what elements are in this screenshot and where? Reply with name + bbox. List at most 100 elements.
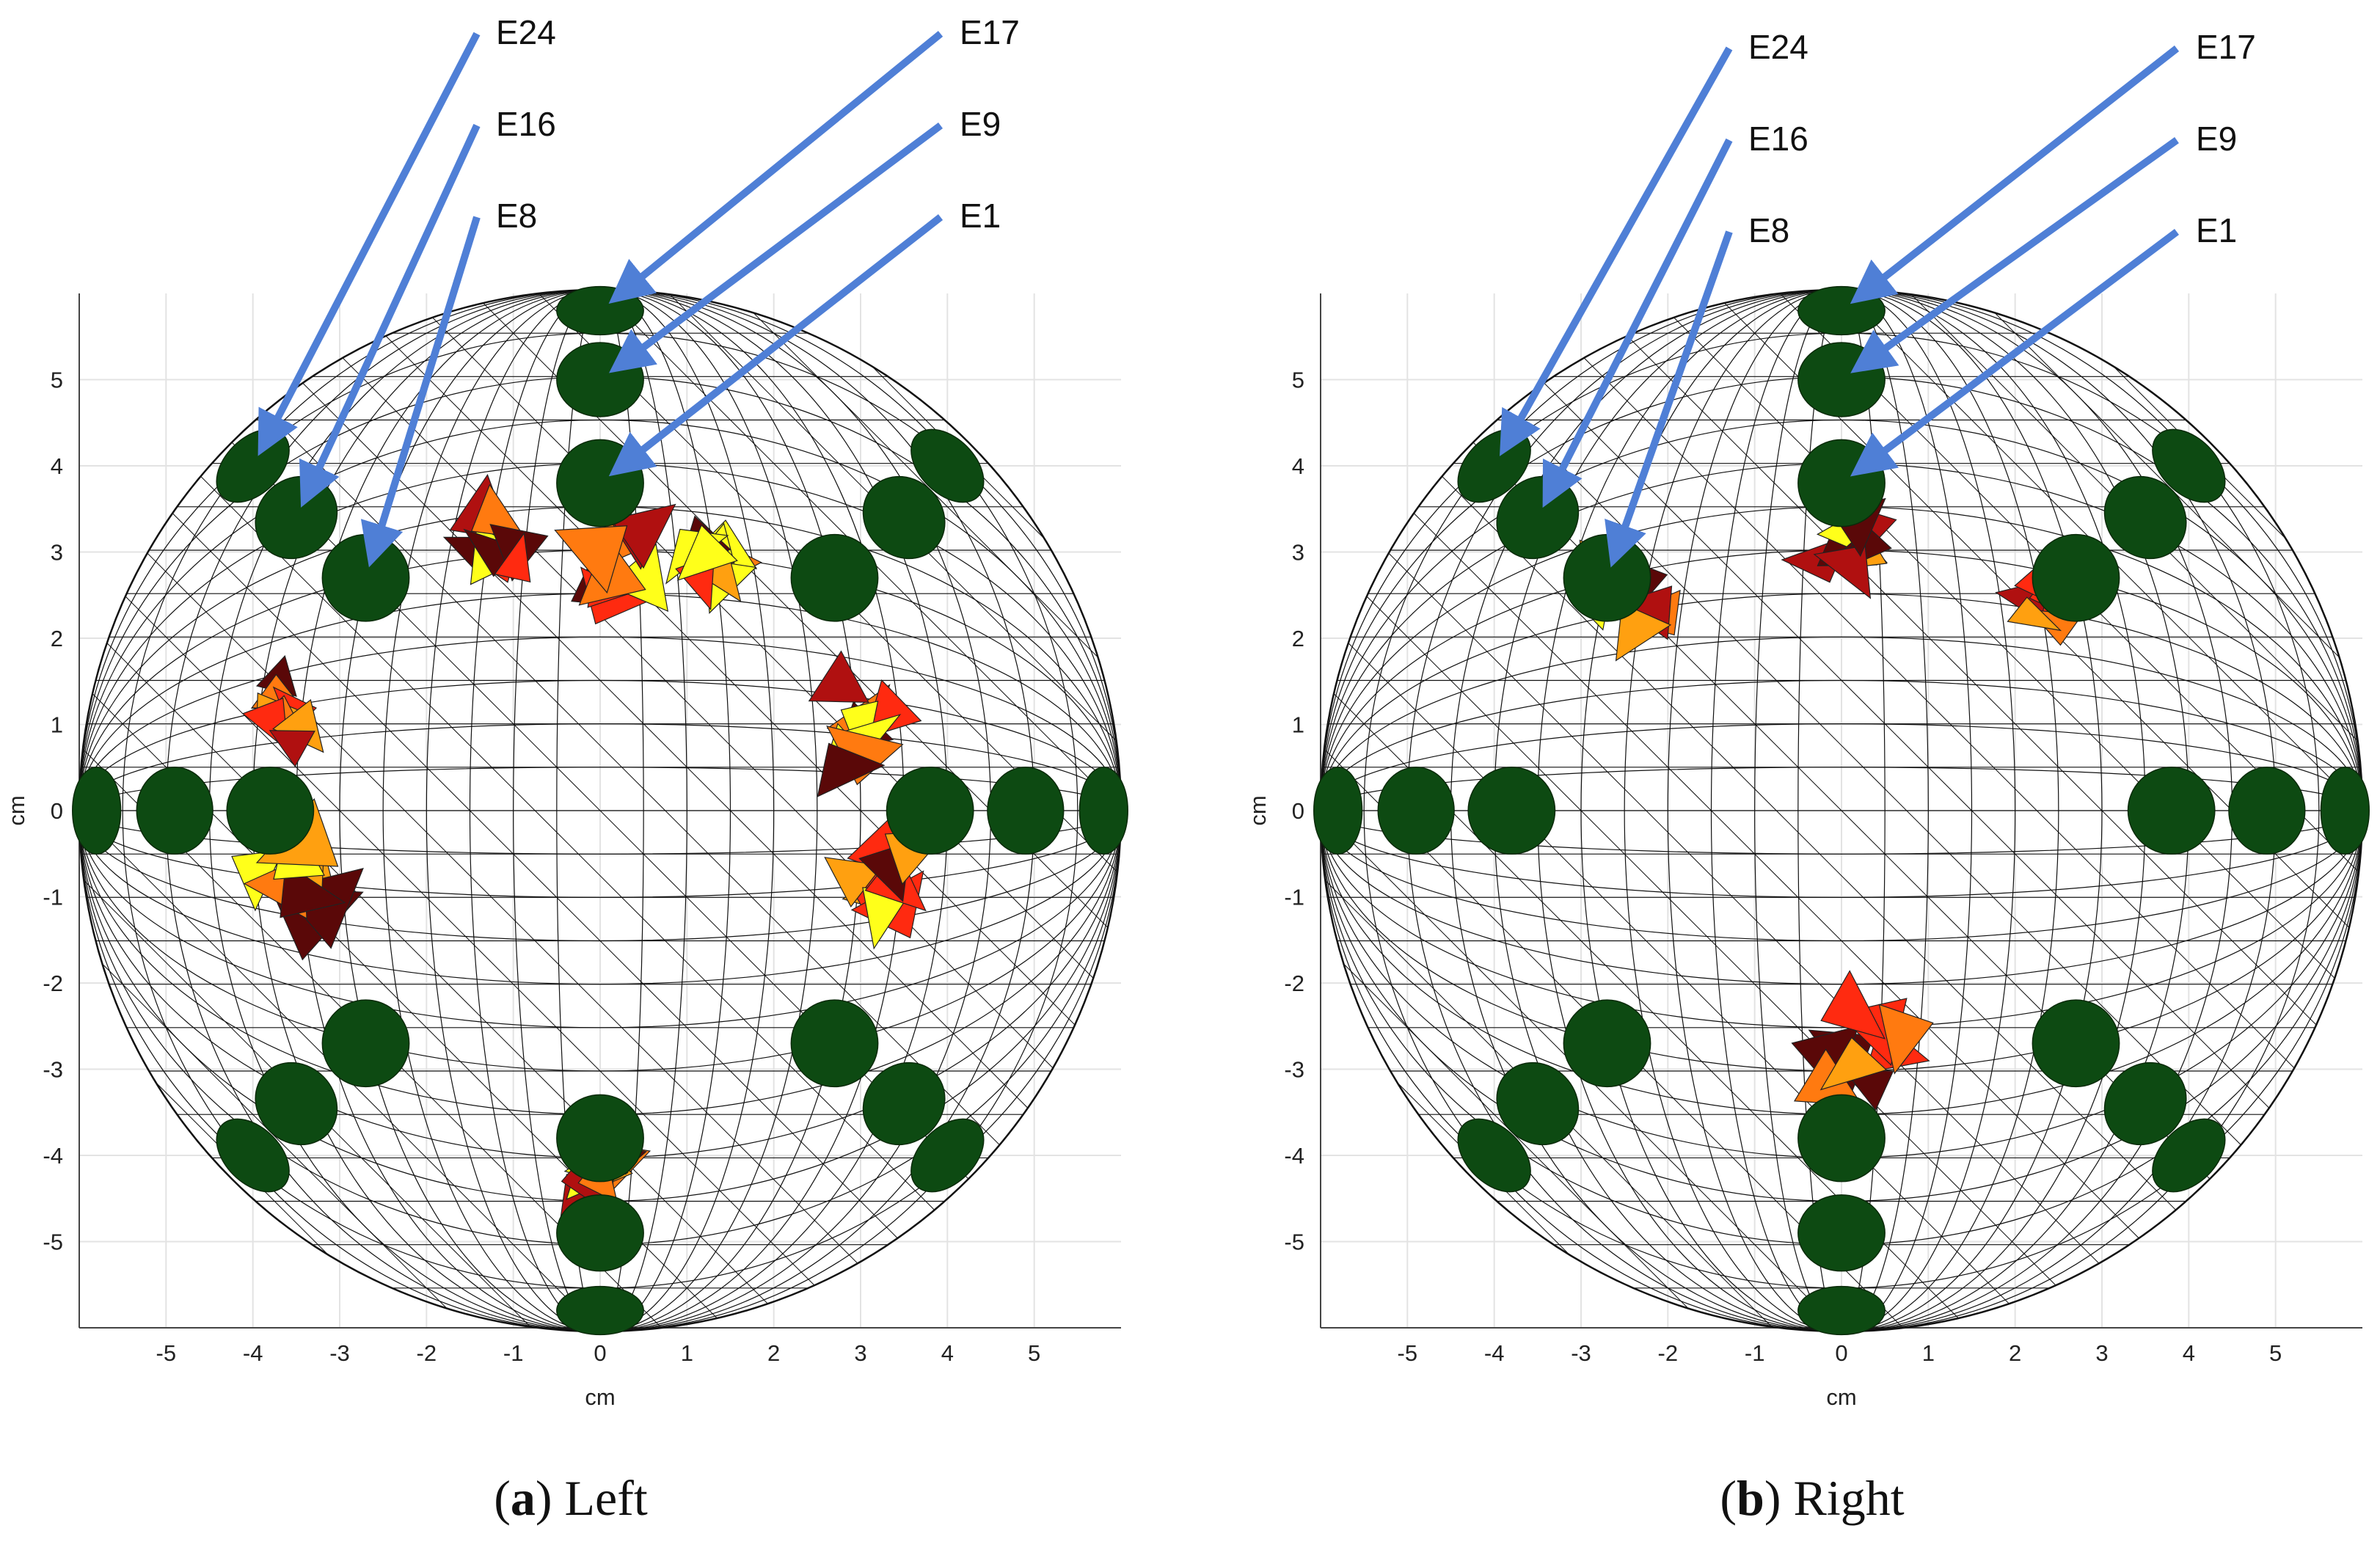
caption-right: (b) Right: [1720, 1470, 1904, 1526]
activation-region: [442, 473, 549, 585]
electrode: [910, 428, 985, 503]
mesh-line: [79, 636, 1121, 985]
x-axis-label: cm: [585, 1384, 615, 1410]
activation-region: [1791, 970, 1934, 1111]
arrow-e1: [608, 214, 943, 477]
mesh-line: [1797, 290, 1886, 1331]
mesh-line: [382, 290, 818, 1331]
x-tick-label: -3: [1571, 1340, 1591, 1366]
y-tick-label: -4: [43, 1143, 63, 1169]
y-axis-label: cm: [4, 795, 29, 825]
electrode: [255, 1062, 338, 1146]
y-tick-label: 3: [51, 540, 63, 566]
electrode: [2228, 767, 2306, 855]
electrode: [2032, 533, 2120, 622]
x-tick-label: -1: [1745, 1340, 1765, 1366]
panel-right: -5 -4 -3 -2 -1 0 1 2 3 4 5543210-1-2-3-4-5cmcmE24E…: [1245, 28, 2370, 1526]
mesh-line: [79, 290, 601, 1331]
x-tick-label: -1: [503, 1340, 524, 1366]
activation-region: [665, 515, 762, 614]
activation-triangle: [606, 543, 669, 613]
electrode: [862, 475, 946, 560]
activation-layer: [231, 473, 949, 1232]
x-tick-label: 0: [1835, 1340, 1847, 1366]
electrode: [321, 999, 410, 1088]
y-tick-label: 3: [1292, 540, 1304, 566]
mesh-line: [79, 290, 861, 1331]
label-e24: E24: [1748, 28, 1808, 66]
activation-triangle: [494, 532, 531, 583]
mesh-line: [1321, 723, 2362, 898]
activation-triangle: [554, 525, 628, 594]
electrode: [136, 767, 213, 855]
arrow-e1: [1850, 228, 2179, 477]
y-tick-label: 1: [1292, 712, 1304, 738]
activation-triangle: [808, 650, 869, 704]
electrode: [1797, 285, 1886, 336]
activation-triangle: [1813, 545, 1872, 599]
mesh-line: [79, 290, 470, 1331]
activation-region: [824, 814, 949, 950]
y-tick-label: 2: [1292, 626, 1304, 651]
arrow-e8: [360, 216, 481, 568]
electrodes: [72, 285, 1128, 1336]
electrode-arrows: E24 E16 E8 E17 E9 E1: [258, 13, 1020, 568]
x-tick-label: 1: [681, 1340, 693, 1366]
electrode: [1457, 1118, 1531, 1193]
activation-triangle: [1819, 1037, 1888, 1091]
activation-triangle: [676, 524, 738, 581]
mesh-line: [1624, 290, 2059, 1331]
y-tick-label: 5: [1292, 368, 1304, 393]
mesh-line: [1321, 593, 2362, 1028]
activation-triangle: [824, 857, 884, 908]
electrode: [1797, 1094, 1886, 1183]
electrode: [987, 767, 1065, 855]
y-tick-label: 5: [51, 368, 63, 393]
electrode: [862, 1062, 946, 1146]
label-e9: E9: [2196, 120, 2237, 158]
activation-region: [808, 650, 922, 797]
activation-triangle: [1820, 970, 1886, 1039]
mesh-line: [426, 290, 775, 1331]
electrode: [556, 1285, 644, 1336]
arrow-e16: [299, 123, 481, 508]
electrode: [2127, 767, 2216, 855]
mesh-line: [79, 723, 1121, 898]
arrow-e24: [258, 32, 481, 456]
y-tick-label: -4: [1284, 1143, 1304, 1169]
x-tick-label: 3: [2095, 1340, 2108, 1366]
electrode: [216, 1118, 290, 1193]
y-tick-label: 2: [51, 626, 63, 651]
x-tick-label: 2: [767, 1340, 780, 1366]
electrode: [1797, 1194, 1886, 1272]
label-e16: E16: [496, 105, 556, 143]
y-tick-label: -1: [1284, 885, 1304, 910]
x-tick-label: 1: [1922, 1340, 1935, 1366]
x-tick-label: -4: [243, 1340, 263, 1366]
arrow-e9: [609, 122, 943, 373]
mesh-line: [599, 290, 1121, 1331]
x-tick-label: 0: [594, 1340, 606, 1366]
x-tick-label: 4: [941, 1340, 954, 1366]
y-tick-label: 4: [51, 453, 63, 479]
electrode: [556, 439, 644, 527]
activation-region: [554, 503, 676, 625]
mesh-line: [79, 290, 536, 1331]
activation-triangle: [269, 730, 315, 767]
activation-region: [1781, 497, 1897, 599]
electrode: [226, 767, 315, 855]
mesh-line: [1906, 290, 2362, 1331]
mesh-line: [556, 290, 644, 1331]
electrode: [2152, 1118, 2226, 1193]
electrode: [1496, 1062, 1580, 1146]
electrode: [2103, 475, 2187, 560]
activation-triangle: [1615, 602, 1672, 662]
mesh-line: [1321, 290, 1712, 1331]
label-e1: E1: [2196, 211, 2237, 249]
arrow-e17: [608, 31, 943, 304]
mesh-line: [1321, 290, 1777, 1331]
y-tick-label: 1: [51, 712, 63, 738]
x-tick-label: -4: [1484, 1340, 1505, 1366]
mesh-line: [1321, 290, 1842, 1331]
caption-right-text: Right: [1794, 1470, 1905, 1526]
